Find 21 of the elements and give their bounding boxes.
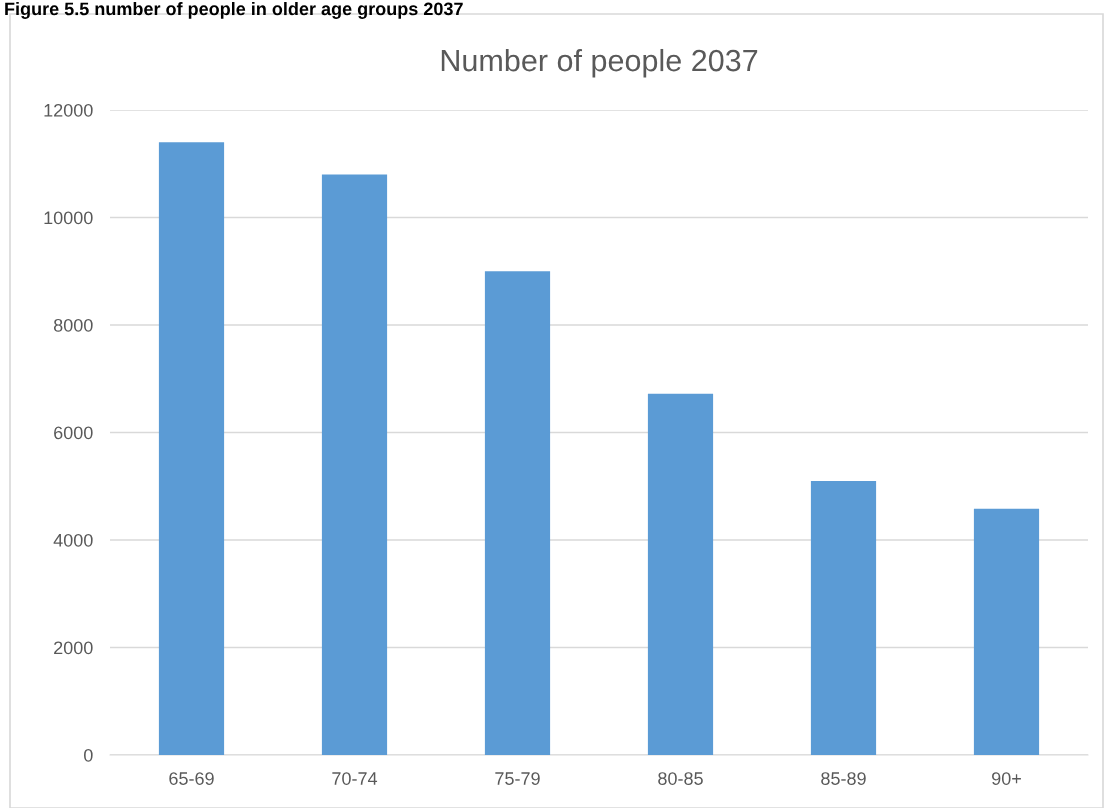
y-tick-label: 6000	[54, 426, 93, 440]
x-tick-label: 70-74	[332, 772, 378, 785]
x-tick-label: 80-85	[658, 772, 703, 785]
y-tick-label: 10000	[44, 211, 93, 225]
caption: Figure 5.5 number of people in older age groups 2037	[5, 2, 463, 19]
bar	[321, 174, 388, 755]
bar	[158, 142, 225, 755]
x-tick-label: 65-69	[169, 772, 214, 785]
chart-title: Number of people 2037	[441, 48, 758, 78]
x-tick-label: 75-79	[495, 772, 540, 785]
y-tick-label: 4000	[53, 533, 93, 547]
y-tick-label: 12000	[44, 103, 93, 117]
x-tick-label: 85-89	[821, 772, 866, 785]
y-tick-label: 2000	[54, 641, 93, 655]
bar	[484, 271, 551, 755]
bar	[647, 393, 714, 755]
y-tick-label: 8000	[53, 318, 93, 332]
bar	[973, 508, 1040, 755]
x-tick-label: 90+	[992, 772, 1021, 785]
bar	[810, 480, 877, 755]
y-tick-label: 0	[84, 748, 93, 762]
